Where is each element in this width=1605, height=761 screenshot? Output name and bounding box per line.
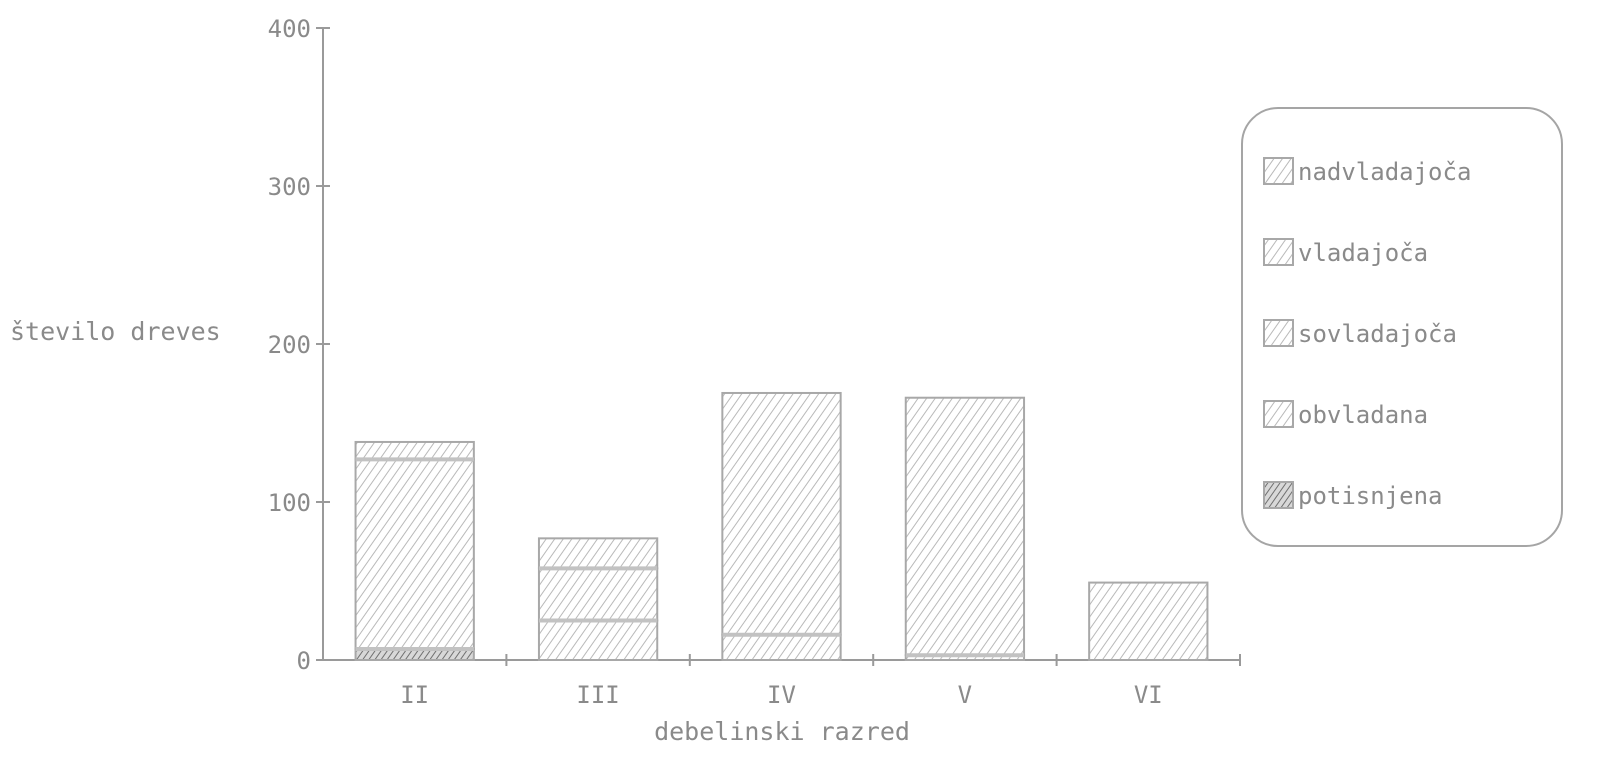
legend-label: sovladajoča <box>1298 320 1457 348</box>
bar-segment-segment <box>354 458 475 650</box>
legend: nadvladajoča vladajoča sovladajoča obvladan… <box>1241 107 1563 547</box>
legend-swatch <box>1263 319 1294 347</box>
bar-segment-segment <box>904 396 1026 657</box>
bar-segment-segment <box>537 537 659 570</box>
x-category-label: VI <box>1134 681 1163 709</box>
legend-label: obvladana <box>1298 401 1428 429</box>
bar-segment-segment <box>537 619 659 661</box>
legend-label: nadvladajoča <box>1298 158 1471 186</box>
bar-segment-segment <box>1088 581 1209 662</box>
x-category-label: IV <box>767 681 796 709</box>
legend-swatch <box>1263 400 1294 428</box>
bar-segment-segment <box>721 391 842 636</box>
legend-label: potisnjena <box>1298 482 1443 510</box>
bar-segment-segment <box>537 567 659 622</box>
bar-segments <box>354 391 1209 662</box>
y-tick-label: 100 <box>268 489 311 517</box>
bar-segment-segment <box>354 440 475 461</box>
bar-segment-segment <box>721 633 842 661</box>
legend-box <box>1241 107 1563 547</box>
x-category-label: II <box>400 681 429 709</box>
y-tick-label: 200 <box>268 331 311 359</box>
x-axis-ticks: II III IV V VI <box>400 654 1241 709</box>
y-tick-label: 300 <box>268 173 311 201</box>
x-category-label: V <box>958 681 972 709</box>
y-tick-label: 0 <box>297 647 311 675</box>
legend-swatch <box>1263 157 1294 185</box>
legend-label: vladajoča <box>1298 239 1428 267</box>
y-axis-ticks: 400 300 200 100 0 <box>268 15 330 675</box>
x-category-label: III <box>576 681 619 709</box>
y-axis-title: število dreves <box>10 317 221 346</box>
x-axis-title: debelinski razred <box>654 717 910 746</box>
y-tick-label: 400 <box>268 15 311 43</box>
legend-swatch <box>1263 481 1294 509</box>
legend-swatch <box>1263 238 1294 266</box>
